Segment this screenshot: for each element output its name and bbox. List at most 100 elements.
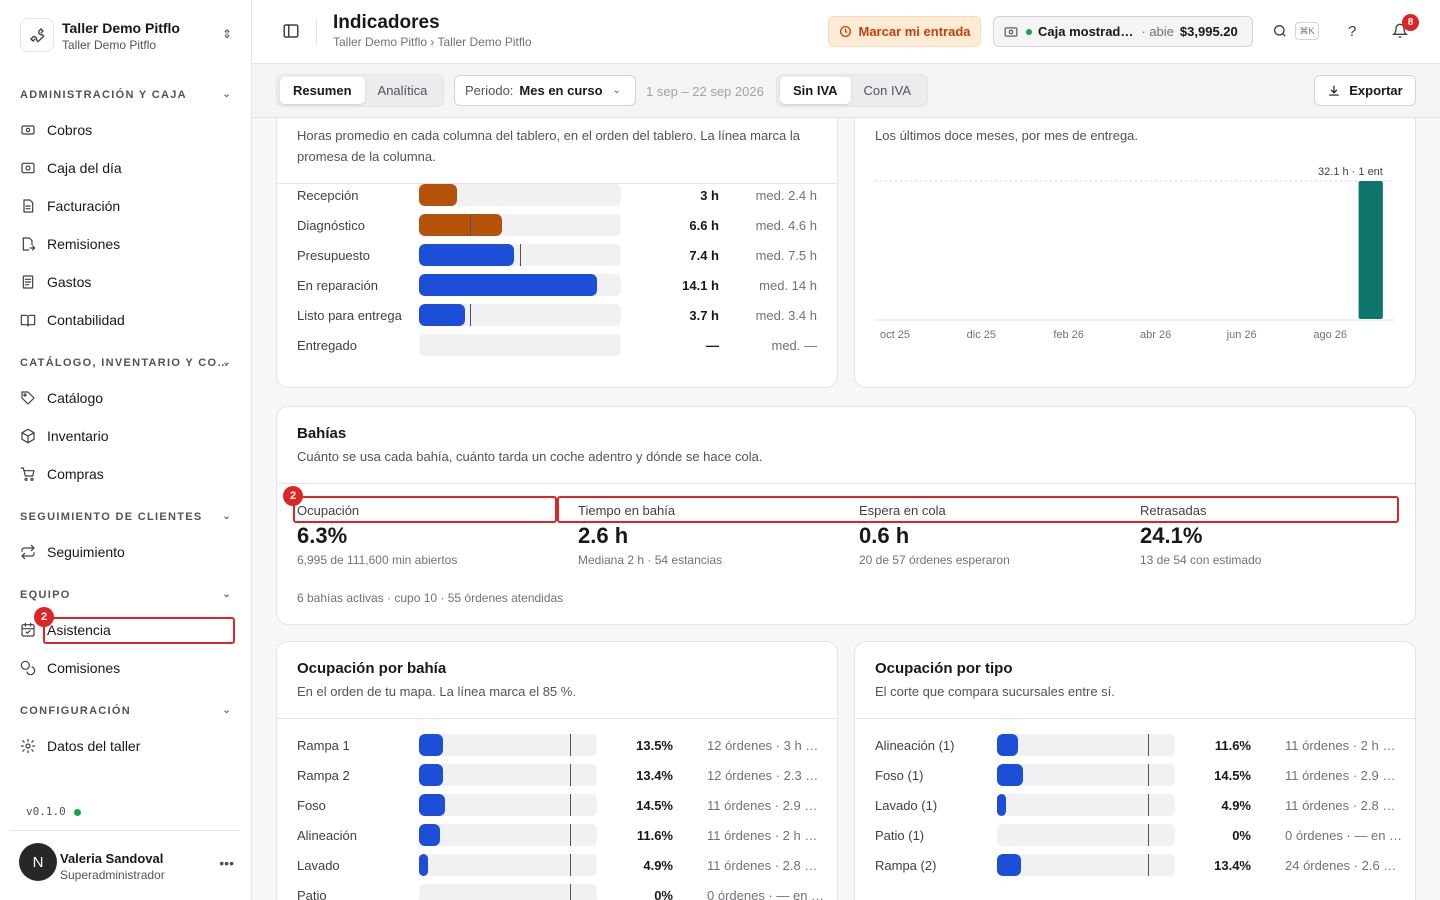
sidebar-item-facturacion[interactable]: Facturación xyxy=(20,192,234,220)
sidebar-item-datos-del-taller[interactable]: Datos del taller xyxy=(20,732,234,760)
section-header-equipo[interactable]: EQUIPO ⌄ xyxy=(20,589,232,605)
sidebar-item-compras[interactable]: Compras xyxy=(20,460,234,488)
stage-bar xyxy=(419,244,514,266)
stage-label: Recepción xyxy=(297,188,359,203)
section-header-configuracion[interactable]: CONFIGURACIÓN ⌄ xyxy=(20,705,232,721)
sidebar-toggle-icon[interactable] xyxy=(282,22,300,45)
kpi-subtext: Mediana 2 h · 54 estancias xyxy=(578,553,723,567)
sidebar-item-seguimiento[interactable]: Seguimiento xyxy=(20,538,234,566)
sidebar-item-caja-del-dia[interactable]: Caja del día xyxy=(20,154,234,182)
card-title: Bahías xyxy=(297,425,347,442)
tab-resumen[interactable]: Resumen xyxy=(280,77,365,104)
calendar-check-icon xyxy=(20,622,36,638)
kpi-label: Retrasadas xyxy=(1140,503,1207,518)
stage-row: Presupuesto 7.4 h med. 7.5 h xyxy=(297,244,817,266)
sidebar-item-cobros[interactable]: Cobros xyxy=(20,116,234,144)
occupancy-label: Rampa 2 xyxy=(297,768,350,783)
occupancy-value: 14.5% xyxy=(1214,768,1251,783)
kpi-value: 6.3% xyxy=(297,523,348,548)
occupancy-label: Foso xyxy=(297,798,326,813)
search-icon[interactable] xyxy=(1272,23,1288,39)
kpi-ocupacion: Ocupación 6.3% 6,995 de 111,600 min abiert… xyxy=(297,503,557,573)
workspace-switcher[interactable]: Taller Demo Pitflo Taller Demo Pitflo ⇕ xyxy=(20,18,240,54)
sidebar-item-gastos[interactable]: Gastos xyxy=(20,268,234,296)
stage-bar xyxy=(419,274,597,296)
sidebar-item-comisiones[interactable]: Comisiones xyxy=(20,654,234,682)
x-tick-label: jun 26 xyxy=(1226,329,1257,341)
card-description: Los últimos doce meses, por mes de entre… xyxy=(875,128,1139,143)
shortcut-hint: ⌘K xyxy=(1295,22,1319,40)
stage-row: Recepción 3 h med. 2.4 h xyxy=(297,184,817,206)
x-tick-label: oct 25 xyxy=(880,329,910,341)
annotation-box-kpi-labels xyxy=(557,496,1399,523)
more-icon[interactable]: ••• xyxy=(219,855,234,871)
kpi-tiempo-en-bahia: Tiempo en bahía 2.6 h Mediana 2 h · 54 est… xyxy=(578,503,838,573)
x-tick-label: feb 26 xyxy=(1053,329,1084,341)
occupancy-bar-track xyxy=(419,854,597,876)
stage-median: med. 2.4 h xyxy=(755,188,817,203)
kpi-value: 24.1% xyxy=(1140,523,1203,548)
chevron-down-icon: ⌄ xyxy=(222,357,232,368)
kpi-label: Tiempo en bahía xyxy=(578,503,676,518)
occupancy-label: Patio xyxy=(297,888,327,900)
sidebar-item-label: Datos del taller xyxy=(47,738,141,754)
stage-bar-track xyxy=(419,334,621,356)
occupancy-bar-track xyxy=(997,764,1175,786)
kpi-value: 0.6 h xyxy=(859,523,910,548)
divider xyxy=(277,483,1415,484)
occupancy-bar xyxy=(419,824,440,846)
occupancy-bar-track xyxy=(419,884,597,900)
bay-occupancy-card: Ocupación por bahía En el orden de tu ma… xyxy=(276,641,838,900)
x-tick-label: ago 26 xyxy=(1313,329,1347,341)
notification-badge: 8 xyxy=(1402,14,1419,31)
tax-option-sin-iva[interactable]: Sin IVA xyxy=(780,77,851,104)
tab-analitica[interactable]: Analítica xyxy=(377,83,428,98)
tag-icon xyxy=(20,390,36,406)
toolbar: Resumen Analítica Periodo: Mes en curso … xyxy=(252,64,1440,118)
sidebar-item-catalogo[interactable]: Catálogo xyxy=(20,384,234,412)
sidebar-item-label: Remisiones xyxy=(47,236,121,252)
occupancy-row: Lavado (1) 4.9% 11 órdenes · 2.8 … xyxy=(875,794,1395,816)
stage-median: med. — xyxy=(771,338,817,353)
target-85-marker xyxy=(570,884,572,900)
occupancy-bar xyxy=(419,854,428,876)
section-title: EQUIPO xyxy=(20,589,71,601)
occupancy-row: Rampa (2) 13.4% 24 órdenes · 2.6 … xyxy=(875,854,1396,876)
sidebar-item-remisiones[interactable]: Remisiones xyxy=(20,230,234,258)
main-content: Resumen Analítica Periodo: Mes en curso … xyxy=(252,64,1440,900)
target-85-marker xyxy=(570,824,572,846)
sidebar-item-label: Comisiones xyxy=(47,660,121,676)
sidebar-item-inventario[interactable]: Inventario xyxy=(20,422,234,450)
target-85-marker xyxy=(570,764,572,786)
sidebar-item-label: Gastos xyxy=(47,274,92,290)
breadcrumb: Taller Demo Pitflo › Taller Demo Pitflo xyxy=(333,35,532,49)
occupancy-value: 11.6% xyxy=(1214,738,1251,753)
promise-marker xyxy=(469,304,471,326)
register-name: Caja mostrad… xyxy=(1038,24,1134,39)
bell-icon[interactable] xyxy=(1392,23,1408,39)
section-header-seguimiento-de-clientes[interactable]: SEGUIMIENTO DE CLIENTES ⌄ xyxy=(20,511,232,527)
section-header-administracion-y-caja[interactable]: ADMINISTRACIÓN Y CAJA ⌄ xyxy=(20,89,232,105)
occupancy-row: Patio (1) 0% 0 órdenes · — en … xyxy=(875,824,1402,846)
export-button[interactable]: Exportar xyxy=(1314,75,1416,106)
cash-register-selector[interactable]: Caja mostrad… · abie $3,995.20 xyxy=(993,16,1253,47)
sidebar-item-asistencia[interactable]: Asistencia xyxy=(20,616,234,644)
sidebar-item-contabilidad[interactable]: Contabilidad xyxy=(20,306,234,334)
tax-option-con-iva[interactable]: Con IVA xyxy=(863,83,911,98)
card-description: El corte que compara sucursales entre sí… xyxy=(875,684,1115,699)
stage-bar-track xyxy=(419,274,621,296)
stage-row: Diagnóstico 6.6 h med. 4.6 h xyxy=(297,214,817,236)
occupancy-bar xyxy=(997,764,1023,786)
occupancy-detail: 11 órdenes · 2.9 … xyxy=(1285,768,1396,783)
help-icon[interactable]: ? xyxy=(1348,23,1357,40)
wrench-icon xyxy=(20,18,54,52)
period-select[interactable]: Periodo: Mes en curso ⌄ xyxy=(454,75,636,106)
section-header-catalogo-inventario-y-co[interactable]: CATÁLOGO, INVENTARIO Y CO… ⌄ xyxy=(20,357,232,373)
user-menu[interactable]: N Valeria Sandoval Superadministrador ••… xyxy=(10,830,240,890)
occupancy-row: Foso 14.5% 11 órdenes · 2.9 … xyxy=(297,794,817,816)
stage-bar-track xyxy=(419,304,621,326)
clock-in-button[interactable]: Marcar mi entrada xyxy=(828,16,981,47)
target-85-marker xyxy=(1148,764,1150,786)
occupancy-detail: 11 órdenes · 2.8 … xyxy=(707,858,818,873)
occupancy-row: Alineación 11.6% 11 órdenes · 2 h … xyxy=(297,824,817,846)
